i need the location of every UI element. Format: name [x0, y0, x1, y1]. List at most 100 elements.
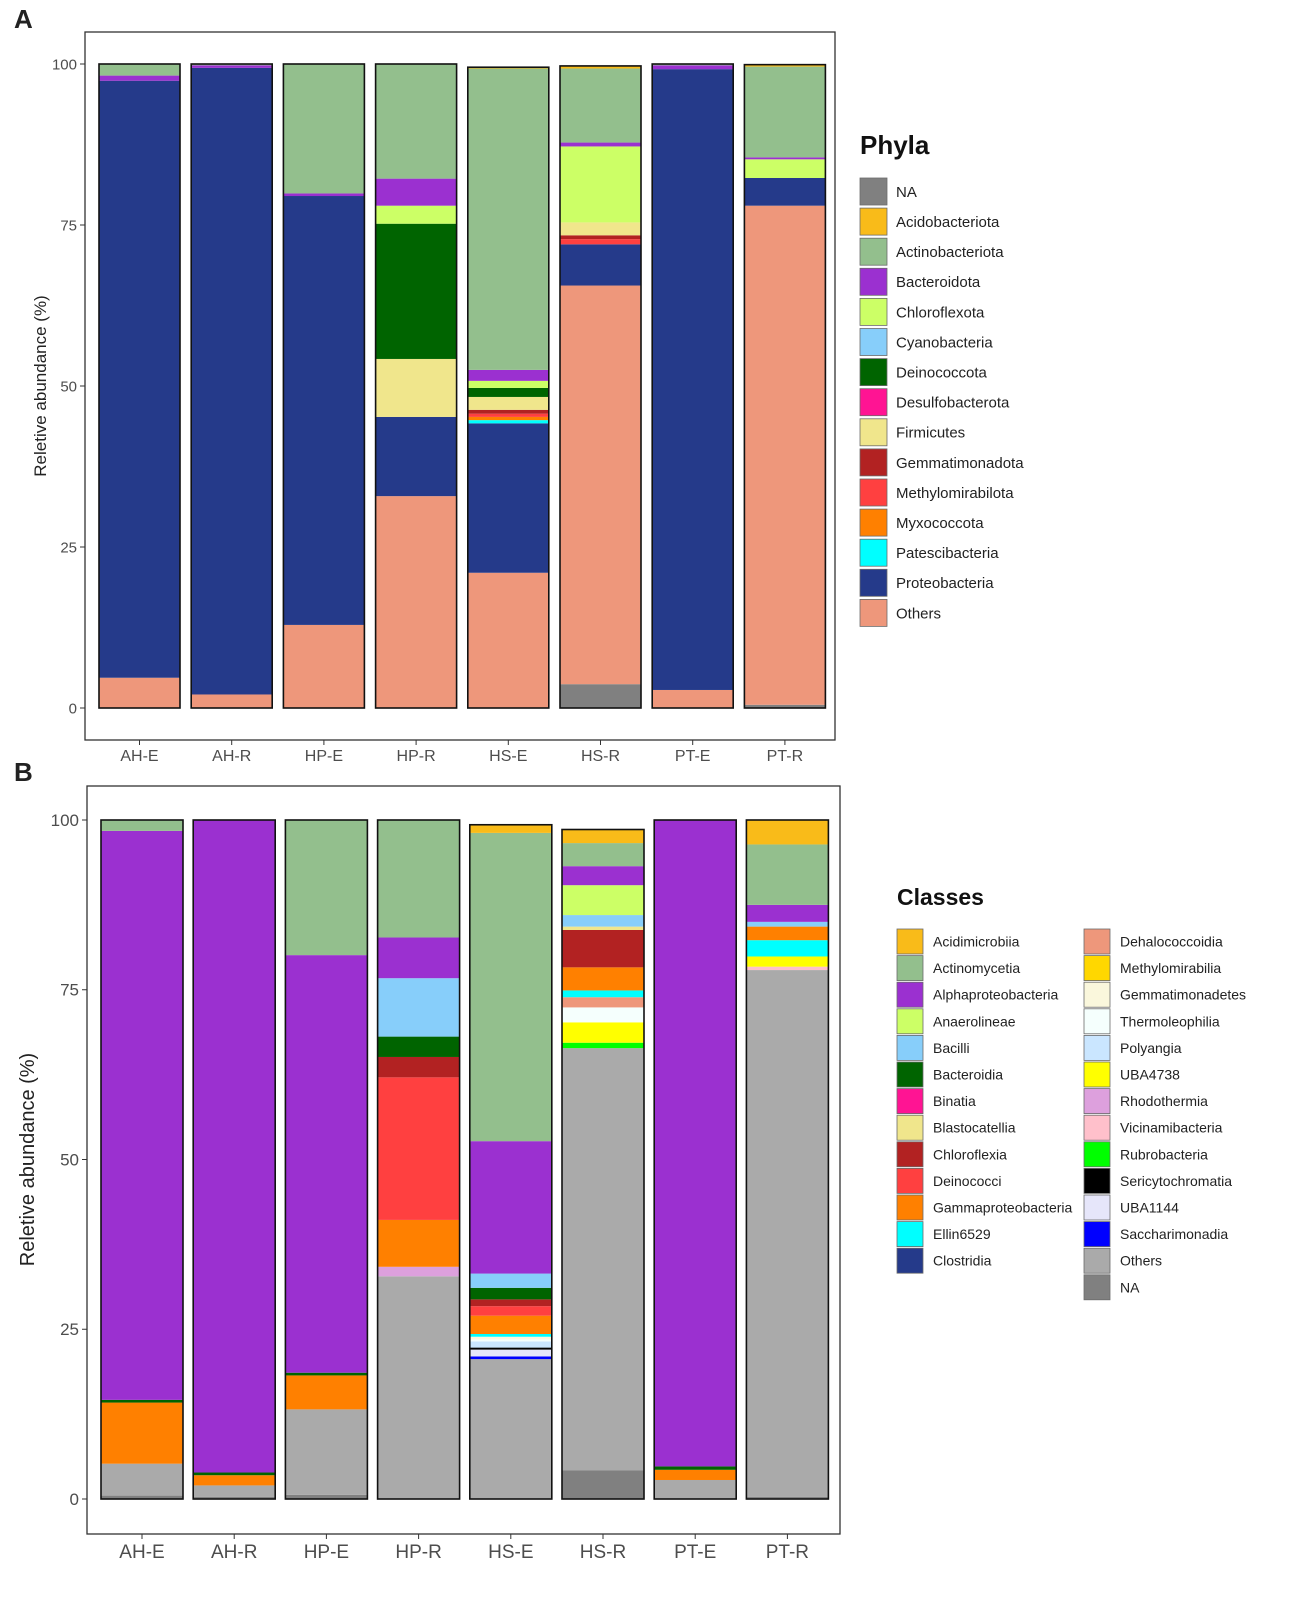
- segment-gammaproteobacteria: [469, 1315, 552, 1335]
- segment-bacteroidia: [285, 1372, 368, 1376]
- segment-acidobacteriota: [744, 64, 826, 67]
- segment-acidimicrobiia: [469, 824, 552, 833]
- segment-proteobacteria: [652, 69, 734, 690]
- segment-gemmatimonadota: [467, 409, 549, 414]
- legend-swatch: [859, 267, 888, 296]
- legend-swatch: [896, 1194, 924, 1221]
- segment-others: [377, 1276, 460, 1499]
- x-tick-label-hp-r: HP-R: [395, 1542, 441, 1563]
- bar-outline: [745, 819, 830, 1500]
- segment-gemmatimonadetes: [469, 1336, 552, 1340]
- legend-swatch: [896, 1008, 924, 1035]
- bar-outline: [561, 828, 645, 1500]
- legend-swatch: [896, 1034, 924, 1061]
- segment-bacteroidota: [560, 142, 641, 147]
- segment-chloroflexia: [377, 1056, 460, 1078]
- segment-na: [560, 684, 641, 708]
- segment-bacteroidota: [467, 369, 549, 381]
- segment-deinococci: [469, 1306, 552, 1316]
- legend-label: Methylomirabilota: [896, 485, 1014, 502]
- bar-ah-r: [192, 819, 276, 1500]
- segment-others: [193, 1485, 276, 1497]
- segment-gammaproteobacteria: [746, 926, 829, 941]
- segment-ellin6529: [469, 1334, 552, 1337]
- segment-ellin6529: [746, 940, 829, 957]
- legend-label: Rhodothermia: [1120, 1093, 1208, 1109]
- legend-label: Dehalococcoidia: [1120, 934, 1223, 950]
- legend-item-methylomirabilia: Methylomirabilia: [1083, 955, 1221, 982]
- segment-others: [562, 1048, 644, 1471]
- legend-label: UBA1144: [1120, 1200, 1179, 1216]
- legend-item-gemmatimonadota: Gemmatimonadota: [859, 448, 1024, 477]
- legend-swatch: [1083, 981, 1111, 1008]
- legend-swatch: [859, 237, 888, 266]
- bar-hp-r: [374, 63, 458, 709]
- segment-rubrobacteria: [562, 1042, 644, 1049]
- bar-outline: [190, 63, 273, 709]
- segment-gammaproteobacteria: [101, 1402, 183, 1464]
- segment-methylomirabilota: [560, 239, 641, 245]
- segment-na: [193, 1496, 276, 1499]
- legend-swatch: [1083, 1274, 1111, 1301]
- x-tick-label-pt-e: PT-E: [675, 748, 711, 765]
- legend-swatch: [859, 538, 888, 567]
- legend-title: Classes: [897, 884, 984, 910]
- segment-others: [283, 624, 365, 708]
- legend-item-acidobacteriota: Acidobacteriota: [859, 207, 1000, 236]
- segment-ellin6529: [562, 990, 644, 998]
- x-tick-label-ah-r: AH-R: [211, 1542, 257, 1563]
- legend-label: Others: [1120, 1253, 1162, 1269]
- bar-outline: [100, 819, 184, 1500]
- segment-na: [101, 1495, 183, 1499]
- legend-label: Bacteroidia: [933, 1067, 1003, 1083]
- segment-alphaproteobacteria: [654, 820, 737, 1467]
- segment-deinococci: [377, 1077, 460, 1220]
- segment-bacteroidota: [99, 75, 180, 81]
- legend-swatch: [1083, 1088, 1111, 1115]
- segment-actinobacteriota: [375, 64, 457, 179]
- segment-alphaproteobacteria: [746, 904, 829, 922]
- segment-saccharimonadia: [469, 1356, 552, 1360]
- segment-sericytochromatia: [469, 1347, 552, 1350]
- legend-swatch: [859, 328, 888, 356]
- legend-swatch: [1083, 928, 1111, 955]
- segment-actinomycetia: [562, 843, 644, 867]
- segment-uba4738: [562, 1022, 644, 1043]
- segment-methylomirabilota: [467, 413, 549, 417]
- segment-proteobacteria: [283, 196, 365, 625]
- segment-myxococcota: [467, 416, 549, 421]
- segment-proteobacteria: [467, 423, 549, 573]
- bar-pt-e: [653, 819, 738, 1500]
- segment-alphaproteobacteria: [193, 820, 276, 1473]
- segment-others: [101, 1463, 183, 1496]
- bar-ah-e: [98, 63, 181, 709]
- classes-stacked-bar-chart: 0 25 50 75 100 Reletive abundance (%) AH-E AH-R…: [17, 785, 1246, 1563]
- legend-item-desulfobacterota: Desulfobacterota: [859, 388, 1010, 417]
- legend-swatch: [896, 955, 924, 982]
- x-tick-label-hs-e: HS-E: [488, 1542, 533, 1563]
- legend-label: Binatia: [933, 1093, 976, 1109]
- legend-swatch: [1083, 1008, 1111, 1035]
- legend-swatch: [1083, 1141, 1111, 1168]
- segment-actinobacteriota: [283, 64, 365, 194]
- legend-label: Bacteroidota: [896, 274, 981, 291]
- bar-outline: [559, 65, 642, 709]
- segment-bacteroidota: [191, 65, 273, 68]
- y-axis-label: Reletive abundance (%): [17, 1053, 39, 1266]
- legend-item-bacteroidota: Bacteroidota: [859, 267, 981, 296]
- legend-item-binatia: Binatia: [896, 1088, 976, 1115]
- bar-hp-e: [284, 819, 369, 1500]
- legend-item-cyanobacteria: Cyanobacteria: [859, 328, 993, 356]
- bar-hs-r: [561, 828, 645, 1500]
- segment-polyangia: [469, 1341, 552, 1348]
- legend-item-chloroflexia: Chloroflexia: [896, 1141, 1007, 1168]
- segment-actinomycetia: [285, 820, 368, 956]
- legend-label: Gemmatimonadetes: [1120, 987, 1246, 1003]
- segment-anaerolineae: [562, 885, 644, 916]
- legend-item-anaerolineae: Anaerolineae: [896, 1008, 1016, 1035]
- bar-outline: [376, 819, 461, 1500]
- legend-item-ellin6529: Ellin6529: [896, 1221, 991, 1248]
- legend-label: Alphaproteobacteria: [933, 987, 1059, 1003]
- panel-label-b: B: [14, 757, 33, 787]
- legend-swatch: [859, 358, 888, 387]
